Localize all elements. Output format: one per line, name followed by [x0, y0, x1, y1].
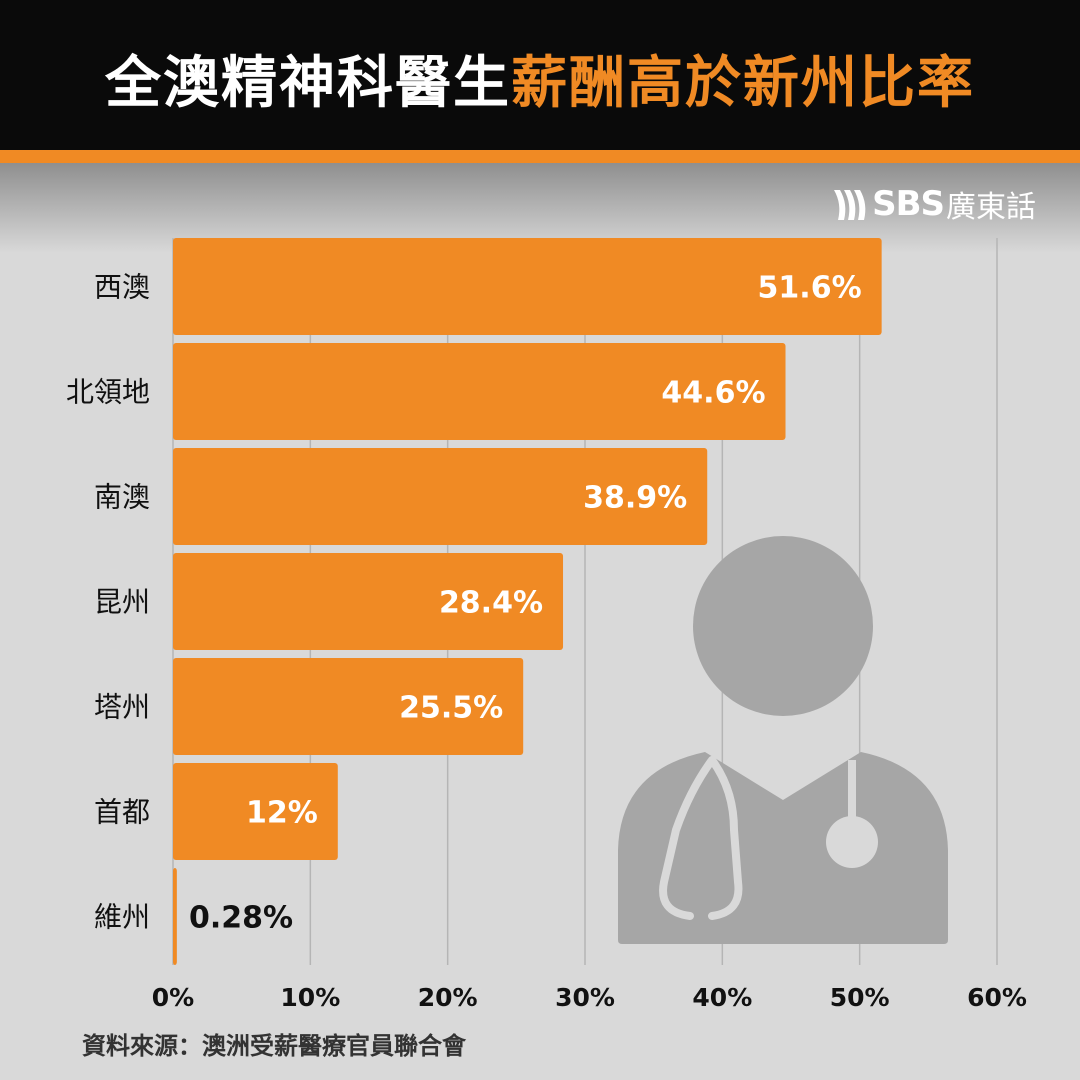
bar — [173, 553, 564, 650]
data-label: 12% — [246, 796, 318, 831]
data-label: 51.6% — [758, 271, 862, 306]
category-label: 塔州 — [94, 691, 150, 724]
x-tick-label: 10% — [280, 983, 340, 1012]
bar — [173, 868, 177, 965]
header-bar — [0, 0, 1080, 150]
x-tick-label: 40% — [692, 983, 752, 1012]
bar — [173, 658, 524, 755]
title-orange-part: 薪酬高於新州比率 — [511, 51, 975, 116]
x-tick-label: 50% — [830, 983, 890, 1012]
bar — [173, 448, 708, 545]
x-tick-label: 30% — [555, 983, 615, 1012]
logo-language-text: 廣東話 — [946, 190, 1036, 225]
x-tick-label: 20% — [418, 983, 478, 1012]
category-label: 首都 — [94, 796, 150, 829]
data-label: 28.4% — [439, 586, 543, 621]
x-tick-label: 0% — [152, 983, 194, 1012]
category-label: 昆州 — [94, 586, 150, 619]
sbs-logo: SBS 廣東話 — [828, 182, 1036, 226]
bar — [173, 343, 786, 440]
category-label: 南澳 — [94, 481, 150, 514]
data-label: 0.28% — [189, 901, 293, 936]
logo-sbs-text: SBS — [872, 184, 945, 224]
bar — [173, 238, 882, 335]
data-label: 44.6% — [661, 376, 765, 411]
page-title: 全澳精神科醫生薪酬高於新州比率 — [0, 38, 1080, 119]
data-label: 25.5% — [399, 691, 503, 726]
category-label: 維州 — [94, 901, 150, 934]
category-label: 北領地 — [66, 376, 150, 409]
source-note: 資料來源：澳洲受薪醫療官員聯合會 — [82, 1032, 466, 1060]
category-label: 西澳 — [94, 271, 150, 304]
doctor-silhouette-icon — [618, 536, 948, 944]
x-tick-label: 60% — [967, 983, 1027, 1012]
bar — [173, 763, 338, 860]
title-white-part: 全澳精神科醫生 — [105, 51, 511, 116]
data-label: 38.9% — [583, 481, 687, 516]
sbs-wave-icon — [834, 190, 866, 220]
header-accent-stripe — [0, 150, 1080, 163]
